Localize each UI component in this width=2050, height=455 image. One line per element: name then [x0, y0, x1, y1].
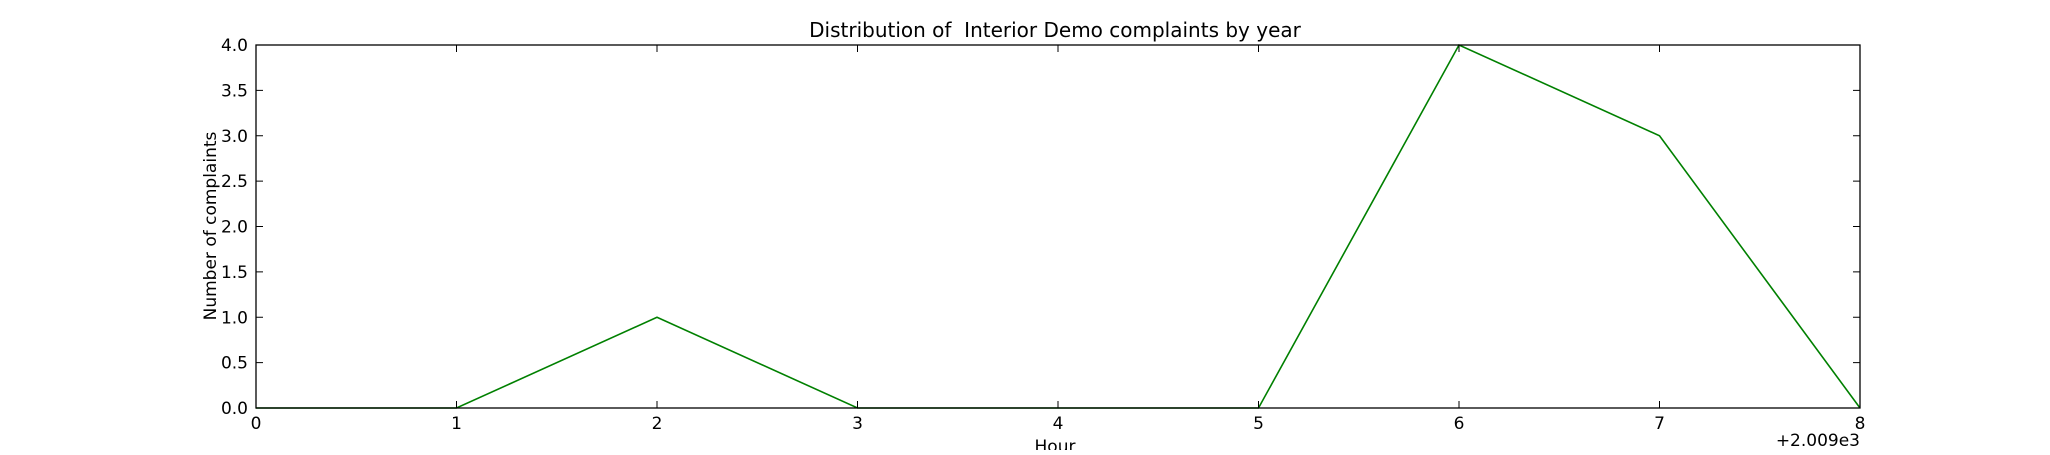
y-axis-label: Number of complaints	[201, 131, 221, 320]
x-tick-label: 3	[852, 414, 863, 434]
x-tick-label: 6	[1454, 414, 1465, 434]
chart-title: Distribution of Interior Demo complaints…	[809, 18, 1301, 42]
y-tick-label: 2.0	[221, 218, 248, 238]
series-line-0	[256, 43, 1861, 409]
x-tick-label: 2	[652, 414, 663, 434]
x-tick-label: 4	[1053, 414, 1064, 434]
x-tick-label: 1	[451, 414, 462, 434]
x-axis-offset-label: +2.009e3	[1776, 431, 1860, 450]
x-tick-label: 0	[251, 414, 262, 434]
y-tick-label: 3.5	[221, 81, 248, 101]
plot-area: 0 1 2 3 4 5 6 7 8 0.0 0.5 1.0 1.5 2.0 2.5 3.0 3.5 4.0	[221, 36, 1865, 434]
y-tick-label: 0.5	[221, 354, 248, 374]
y-tick-label: 3.0	[221, 127, 248, 147]
x-tick-label: 8	[1855, 414, 1866, 434]
y-tick-label: 4.0	[221, 36, 248, 56]
x-tick-label: 7	[1654, 414, 1665, 434]
x-tick-label: 5	[1253, 414, 1264, 434]
x-axis-label: Hour	[1035, 437, 1076, 450]
plot-frame	[255, 44, 1861, 409]
y-tick-label: 1.5	[221, 263, 248, 283]
y-tick-label: 2.5	[221, 172, 248, 192]
y-tick-label: 0.0	[221, 399, 248, 419]
y-tick-label: 1.0	[221, 308, 248, 328]
